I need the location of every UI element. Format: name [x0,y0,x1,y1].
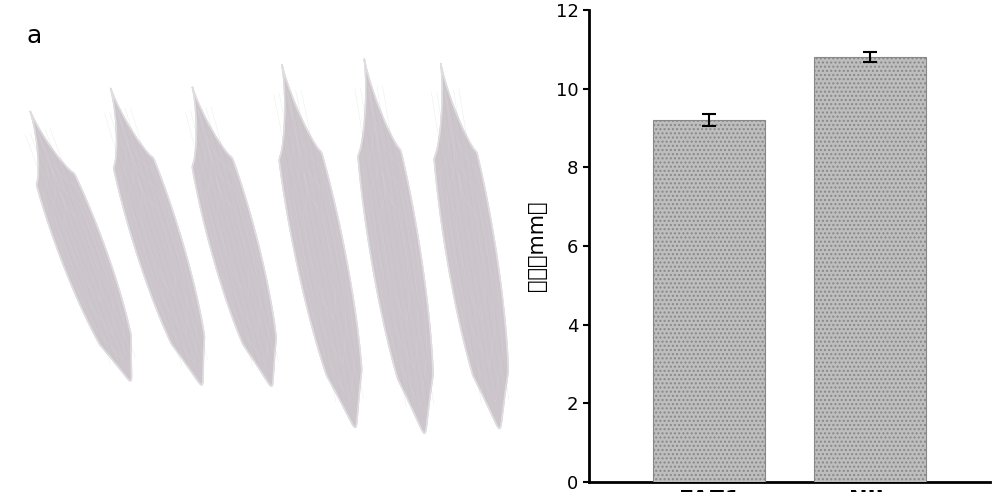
Y-axis label: 粒长（mm）: 粒长（mm） [527,201,547,291]
Text: FAZ1: FAZ1 [125,443,187,463]
Text: NIL: NIL [369,443,409,463]
Bar [814,57,926,482]
Bar [653,120,765,482]
Polygon shape [30,111,131,381]
Text: a: a [26,24,41,48]
Polygon shape [358,59,433,433]
Polygon shape [192,87,276,386]
Polygon shape [111,88,204,385]
Polygon shape [279,64,362,428]
Polygon shape [434,63,508,429]
